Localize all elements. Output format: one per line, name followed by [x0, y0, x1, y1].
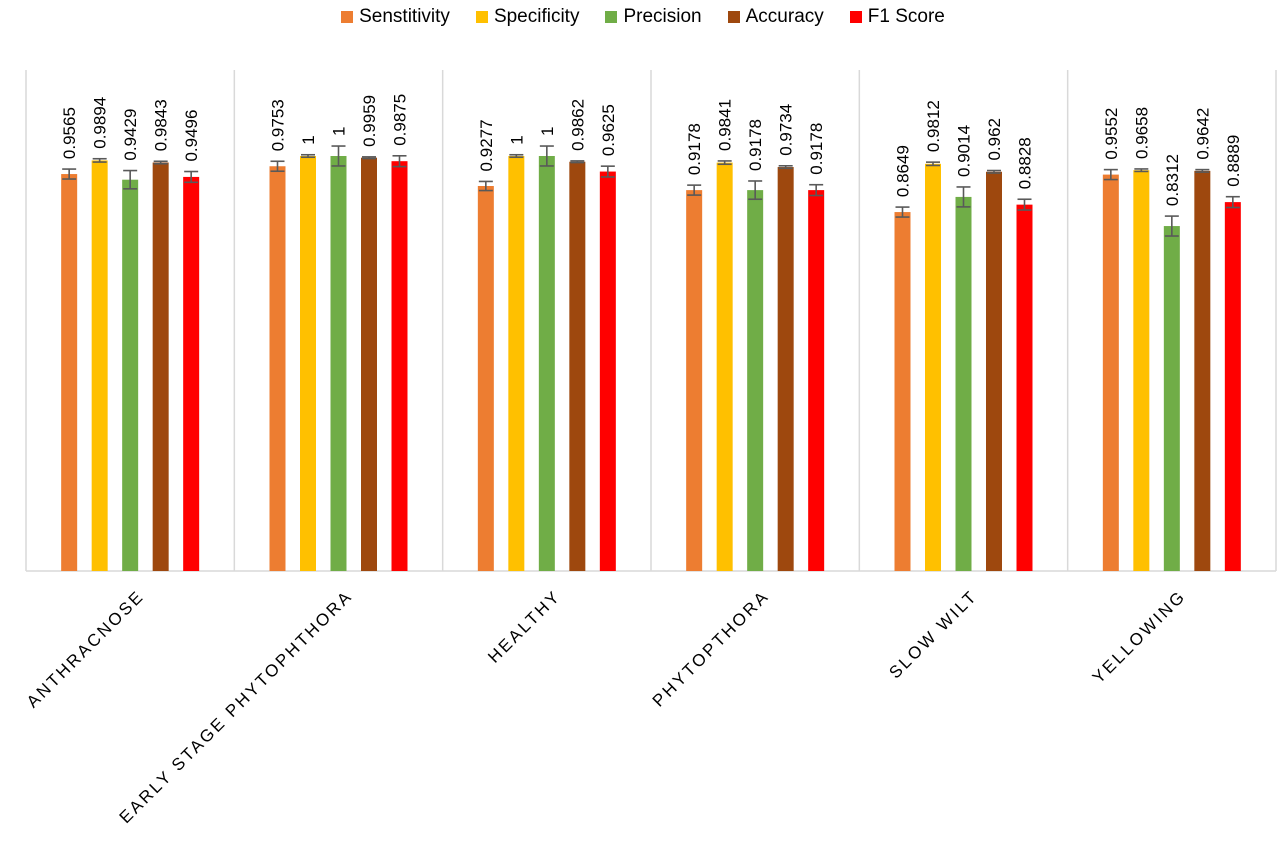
bar	[330, 156, 347, 571]
legend-swatch-precision	[605, 11, 618, 23]
data-label: 0.9014	[955, 125, 974, 177]
bar	[1224, 202, 1241, 571]
legend-item-senstitivity: Senstitivity	[341, 6, 450, 28]
data-label: 0.9178	[685, 123, 704, 175]
legend-swatch-specificity	[475, 11, 488, 23]
bar	[1016, 204, 1033, 571]
data-label: 0.8828	[1016, 137, 1035, 189]
data-label: 0.8889	[1224, 135, 1243, 187]
legend-label-specificity: Specificity	[493, 6, 580, 27]
bar	[391, 161, 408, 571]
bar	[1163, 226, 1180, 571]
category-label: PHYTOPTHORA	[649, 586, 773, 710]
bar	[508, 156, 525, 571]
data-label: 0.8649	[894, 145, 913, 197]
bar	[122, 179, 139, 571]
legend-item-specificity: Specificity	[475, 6, 580, 28]
legend-swatch-senstitivity	[341, 11, 354, 23]
data-label: 0.9959	[360, 95, 379, 147]
data-label: 0.9841	[716, 99, 735, 151]
data-label: 0.8312	[1163, 154, 1182, 206]
bar	[361, 157, 377, 571]
legend-label-senstitivity: Senstitivity	[359, 6, 450, 27]
data-label: 0.9178	[746, 119, 765, 171]
bar	[1102, 174, 1119, 572]
bar	[300, 156, 316, 571]
bar	[808, 190, 825, 571]
legend-swatch-f1-score	[849, 11, 862, 23]
bar	[61, 174, 78, 572]
legend-swatch-accuracy	[727, 11, 740, 23]
bar	[91, 160, 108, 572]
data-label: 0.9894	[91, 97, 110, 149]
legend-item-accuracy: Accuracy	[727, 6, 824, 28]
data-label: 0.9862	[568, 99, 587, 151]
data-label: 0.9734	[777, 104, 796, 156]
legend-label-accuracy: Accuracy	[745, 6, 824, 27]
bar	[569, 161, 586, 572]
bar	[477, 186, 494, 571]
category-label: HEALTHY	[484, 586, 564, 666]
data-label: 1	[330, 127, 349, 136]
legend-item-f1-score: F1 Score	[849, 6, 945, 28]
category-label: EARLY STAGE PHYTOPHTHORA	[116, 586, 357, 827]
bar	[1133, 170, 1150, 571]
legend-item-precision: Precision	[605, 6, 702, 28]
data-label: 1	[538, 127, 557, 136]
data-label: 0.9178	[807, 123, 826, 175]
bar	[599, 171, 616, 571]
data-label: 0.9565	[60, 107, 79, 159]
data-label: 1	[299, 135, 318, 144]
data-label: 0.9429	[121, 109, 140, 161]
bar	[183, 176, 200, 571]
data-label: 0.9496	[182, 110, 201, 162]
category-label: SLOW WILT	[885, 586, 981, 682]
data-label: 0.9753	[269, 99, 288, 151]
bar	[538, 156, 555, 571]
bar	[716, 162, 733, 571]
bar	[747, 190, 764, 571]
bar	[777, 167, 794, 571]
legend-label-f1-score: F1 Score	[867, 6, 945, 27]
data-label: 0.9625	[599, 104, 618, 156]
bar	[894, 212, 911, 571]
data-label: 0.9642	[1193, 108, 1212, 160]
data-label: 1	[507, 135, 526, 144]
data-label: 0.9875	[391, 94, 410, 146]
data-label: 0.962	[985, 118, 1004, 161]
bar	[986, 171, 1002, 571]
legend: Senstitivity Specificity Precision Accur…	[0, 6, 1286, 28]
data-label: 0.9277	[477, 119, 496, 171]
bar	[1194, 170, 1211, 571]
data-label: 0.9552	[1102, 108, 1121, 160]
bar	[955, 196, 972, 571]
category-label: ANTHRACNOSE	[23, 586, 148, 711]
bar	[269, 166, 286, 572]
bar	[686, 190, 703, 571]
bar	[152, 162, 169, 571]
category-label: YELLOWING	[1089, 586, 1190, 687]
data-label: 0.9812	[924, 100, 943, 152]
data-label: 0.9658	[1132, 107, 1151, 159]
legend-label-precision: Precision	[623, 6, 702, 27]
bar	[925, 163, 941, 571]
data-label: 0.9843	[152, 99, 171, 151]
